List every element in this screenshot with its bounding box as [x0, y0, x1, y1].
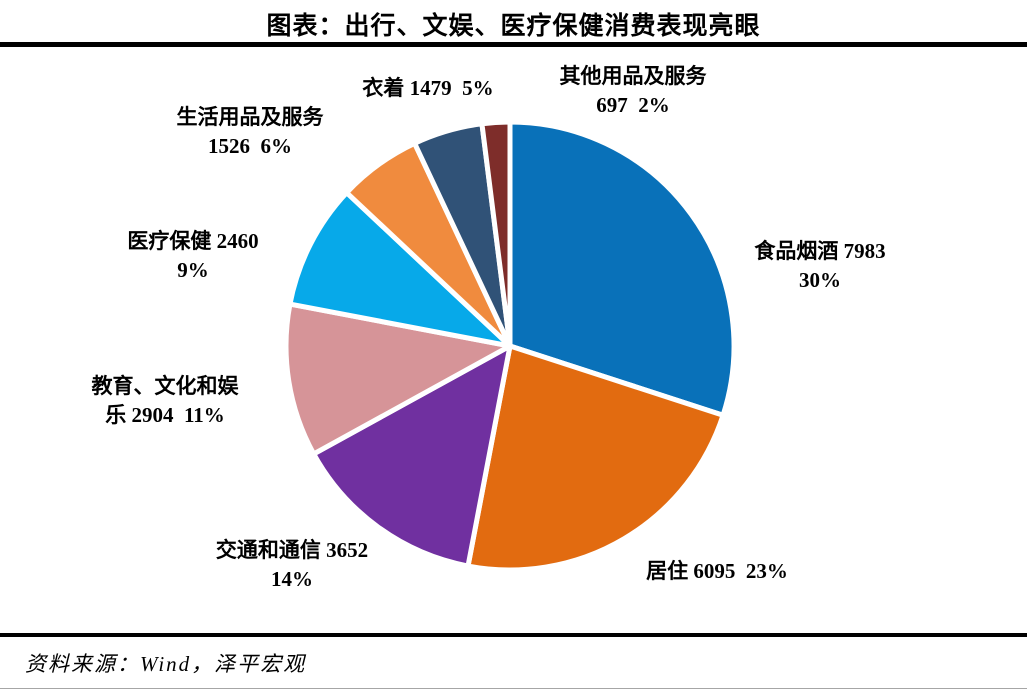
label-line: 教育、文化和娱	[91, 374, 239, 398]
label-line: 1526 6%	[208, 134, 292, 158]
label-line: 其他用品及服务	[559, 64, 707, 88]
label-other-goods-services: 其他用品及服务 697 2%	[523, 62, 743, 120]
label-clothing: 衣着 1479 5%	[318, 74, 538, 103]
label-line: 9%	[177, 258, 209, 282]
chart-title: 图表：出行、文娱、医疗保健消费表现亮眼	[266, 13, 761, 40]
bottom-border	[0, 688, 1027, 689]
label-line: 乐 2904 11%	[105, 403, 225, 427]
label-line: 衣着 1479 5%	[362, 76, 494, 100]
label-line: 697 2%	[596, 93, 670, 117]
label-household-goods-services: 生活用品及服务 1526 6%	[140, 103, 360, 161]
label-line: 食品烟酒 7983	[754, 239, 886, 263]
pie-slice-0	[507, 119, 737, 418]
label-line: 交通和通信 3652	[215, 538, 369, 562]
label-line: 14%	[271, 567, 313, 591]
pie-slice-7	[479, 119, 513, 349]
source-text: 资料来源：Wind，泽平宏观	[25, 652, 307, 676]
label-transport-communication: 交通和通信 3652 14%	[182, 536, 402, 594]
pie-slice-4	[287, 190, 513, 349]
pie-slice-3	[283, 301, 513, 457]
label-food-tobacco: 食品烟酒 7983 30%	[710, 237, 930, 295]
source-divider	[0, 633, 1027, 637]
label-housing: 居住 6095 23%	[607, 557, 827, 586]
label-healthcare: 医疗保健 2460 9%	[83, 227, 303, 285]
pie-slice-1	[465, 343, 726, 573]
label-line: 生活用品及服务	[176, 105, 324, 129]
label-line: 居住 6095 23%	[646, 559, 788, 583]
pie-slice-2	[311, 343, 513, 569]
label-line: 30%	[799, 268, 841, 292]
title-divider	[0, 42, 1027, 47]
label-education-culture-entertainment: 教育、文化和娱 乐 2904 11%	[55, 372, 275, 430]
label-line: 医疗保健 2460	[127, 229, 259, 253]
